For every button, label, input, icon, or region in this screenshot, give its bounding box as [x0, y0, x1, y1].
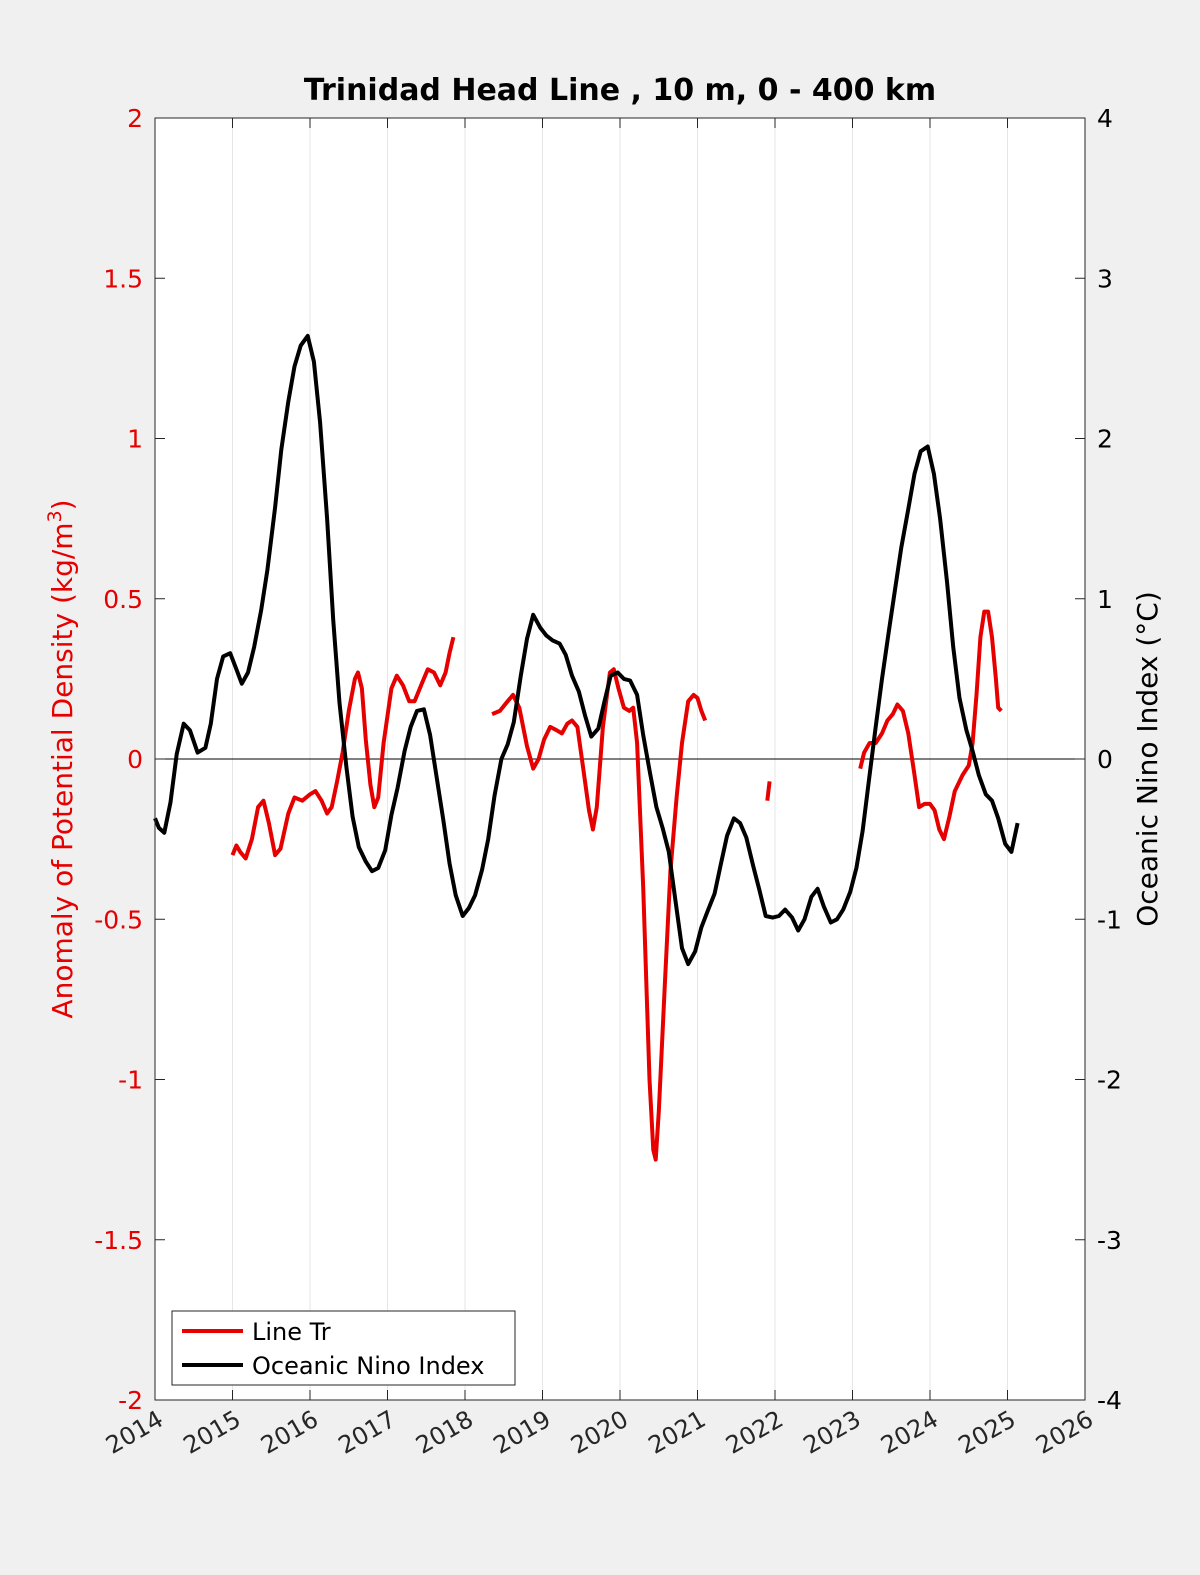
right-tick-label: -2 — [1097, 1066, 1122, 1095]
left-tick-label: 0.5 — [103, 585, 143, 614]
series-layer — [153, 333, 1020, 1162]
right-tick-label: -1 — [1097, 905, 1122, 934]
left-tick-label: -1 — [118, 1066, 143, 1095]
left-tick-label: 1.5 — [103, 264, 143, 293]
x-tick-label: 2022 — [721, 1405, 788, 1460]
x-tick-label: 2026 — [1031, 1405, 1098, 1460]
legend-label-line-tr: Line Tr — [252, 1318, 331, 1346]
x-tick-label: 2015 — [179, 1405, 246, 1460]
x-tick-label: 2025 — [954, 1405, 1021, 1460]
x-tick-label: 2017 — [334, 1405, 401, 1460]
series-line-tr-segment-2 — [765, 781, 772, 801]
left-tick-label: -0.5 — [94, 905, 143, 934]
left-tick-label: 2 — [127, 104, 143, 133]
legend-label-oni: Oceanic Nino Index — [252, 1352, 484, 1380]
right-tick-label: -3 — [1097, 1226, 1122, 1255]
x-tick-label: 2016 — [256, 1405, 323, 1460]
series-line-tr-segment-1 — [491, 667, 708, 1162]
left-axis-label: Anomaly of Potential Density (kg/m3) — [44, 499, 79, 1018]
left-tick-label: -1.5 — [94, 1226, 143, 1255]
legend: Line Tr Oceanic Nino Index — [171, 1310, 516, 1386]
left-tick-label: 1 — [127, 425, 143, 454]
right-axis-label: Oceanic Nino Index (°C) — [1131, 591, 1164, 927]
chart-title: Trinidad Head Line , 10 m, 0 - 400 km — [304, 73, 936, 108]
x-tick-label: 2018 — [411, 1405, 478, 1460]
x-tick-label: 2024 — [876, 1405, 943, 1460]
x-tick-label: 2023 — [799, 1405, 866, 1460]
x-tick-label: 2021 — [644, 1405, 711, 1460]
series-oceanic-nino-index-segment-0 — [153, 333, 1020, 967]
right-tick-label: 0 — [1097, 745, 1113, 774]
left-tick-label: 0 — [127, 745, 143, 774]
x-tick-label: 2020 — [566, 1405, 633, 1460]
right-tick-label: 4 — [1097, 104, 1113, 133]
legend-box — [171, 1310, 516, 1386]
right-tick-label: 2 — [1097, 425, 1113, 454]
left-axis-label-close: ) — [46, 499, 79, 510]
series-line-tr-segment-3 — [858, 609, 1003, 842]
right-tick-label: 3 — [1097, 264, 1113, 293]
x-tick-label: 2019 — [489, 1405, 556, 1460]
right-tick-label: -4 — [1097, 1386, 1122, 1415]
series-line-tr-segment-0 — [230, 636, 456, 861]
right-tick-label: 1 — [1097, 585, 1113, 614]
left-axis-label-sup: 3 — [44, 510, 66, 522]
left-tick-label: -2 — [118, 1386, 143, 1415]
left-axis-label-main: Anomaly of Potential Density (kg/m — [46, 522, 79, 1018]
